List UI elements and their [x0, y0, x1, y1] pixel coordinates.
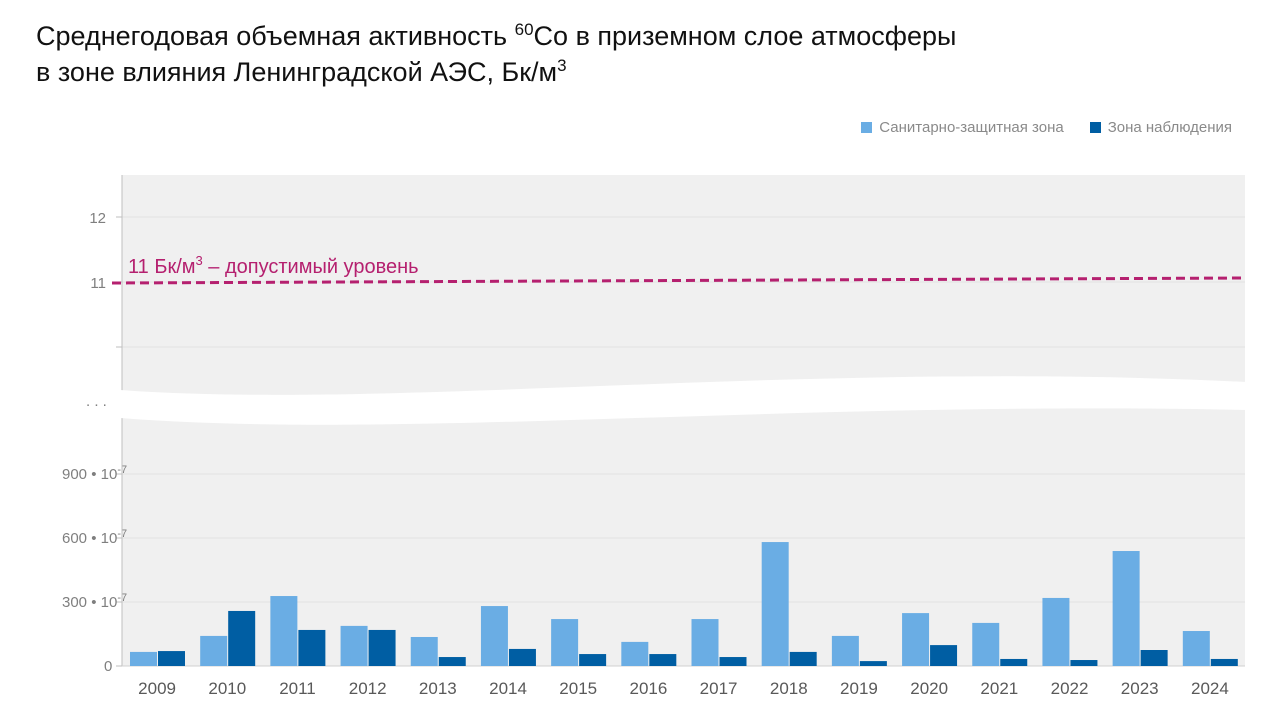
bar-sanitary-zone-2012 — [340, 625, 368, 666]
bar-sanitary-zone-2024 — [1182, 631, 1210, 666]
x-tick-label: 2017 — [700, 679, 738, 698]
y-tick-label: 600 • 10-7 — [62, 528, 127, 547]
bar-sanitary-zone-2016 — [621, 641, 649, 666]
x-tick-label: 2011 — [279, 679, 316, 698]
legend-label: Санитарно-защитная зона — [879, 119, 1064, 136]
y-tick-label: 12 — [89, 210, 106, 227]
x-tick-label: 2013 — [419, 679, 457, 698]
bar-observation-zone-2013 — [438, 657, 466, 666]
chart-title: Среднегодовая объемная активность 60Co в… — [36, 20, 957, 87]
x-tick-label: 2009 — [138, 679, 176, 698]
limit-line — [111, 276, 1246, 285]
bar-observation-zone-2010 — [228, 610, 256, 666]
bar-observation-zone-2019 — [859, 661, 887, 666]
bar-sanitary-zone-2019 — [831, 635, 859, 666]
legend: Санитарно-защитная зона Зона наблюдения — [861, 119, 1232, 136]
legend-item-observation-zone: Зона наблюдения — [1089, 119, 1232, 136]
bar-sanitary-zone-2020 — [902, 613, 930, 666]
x-tick-label: 2018 — [770, 679, 808, 698]
x-tick-label: 2020 — [910, 679, 948, 698]
bar-observation-zone-2017 — [719, 657, 747, 666]
axis-break — [120, 376, 1247, 425]
bar-observation-zone-2021 — [1000, 658, 1028, 666]
bar-observation-zone-2009 — [158, 651, 185, 666]
y-tick-label: 300 • 10-7 — [62, 592, 127, 611]
y-tick-label: 900 • 10-7 — [62, 464, 127, 483]
x-tick-label: 2019 — [840, 679, 878, 698]
x-tick-label: 2012 — [349, 679, 387, 698]
y-tick-label: 11 — [90, 275, 106, 292]
legend-label: Зона наблюдения — [1107, 119, 1232, 136]
x-tick-label: 2022 — [1051, 679, 1089, 698]
bar-observation-zone-2022 — [1070, 660, 1098, 666]
axis-break-label: . . . — [86, 393, 107, 410]
bar-observation-zone-2012 — [368, 629, 396, 666]
bar-sanitary-zone-2011 — [270, 596, 298, 666]
x-tick-label: 2021 — [980, 679, 1018, 698]
bar-observation-zone-2014 — [508, 648, 536, 666]
bar-sanitary-zone-2010 — [200, 635, 228, 666]
bar-observation-zone-2016 — [649, 654, 677, 666]
x-tick-label: 2024 — [1191, 679, 1229, 698]
y-tick-label: 0 — [104, 658, 112, 675]
x-tick-label: 2023 — [1121, 679, 1159, 698]
x-tick-label: 2015 — [559, 679, 597, 698]
bar-observation-zone-2011 — [298, 629, 326, 666]
bar-sanitary-zone-2017 — [691, 619, 719, 666]
bar-sanitary-zone-2022 — [1042, 597, 1070, 666]
x-tick-label: 2016 — [629, 679, 667, 698]
bar-observation-zone-2018 — [789, 651, 817, 666]
x-tick-label: 2014 — [489, 679, 527, 698]
bar-sanitary-zone-2015 — [551, 619, 579, 666]
x-tick-label: 2010 — [208, 679, 246, 698]
bar-sanitary-zone-2009 — [130, 651, 157, 666]
bar-observation-zone-2023 — [1140, 650, 1168, 666]
bar-sanitary-zone-2014 — [480, 606, 508, 666]
legend-item-sanitary-zone: Санитарно-защитная зона — [861, 119, 1064, 136]
bar-observation-zone-2024 — [1210, 658, 1238, 666]
legend-swatch — [861, 122, 873, 133]
bar-sanitary-zone-2018 — [761, 542, 789, 666]
legend-swatch — [1089, 122, 1101, 133]
bar-observation-zone-2020 — [930, 645, 958, 666]
bar-observation-zone-2015 — [579, 654, 607, 666]
bar-sanitary-zone-2013 — [410, 636, 438, 666]
limit-line-label: 11 Бк/м3 – допустимый уровень — [128, 253, 419, 278]
bar-sanitary-zone-2023 — [1112, 551, 1140, 666]
bar-sanitary-zone-2021 — [972, 622, 1000, 666]
